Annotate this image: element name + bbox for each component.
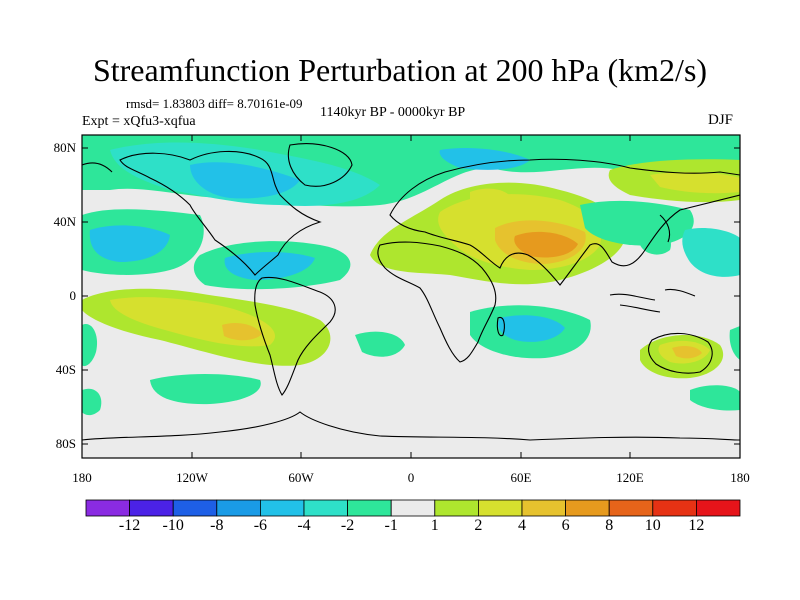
- coast-south-america: [254, 276, 336, 396]
- colorbar-label: -8: [210, 517, 224, 534]
- coastlines: [82, 143, 740, 441]
- colorbar-swatch: [434, 499, 479, 517]
- axis-ticks: [82, 135, 740, 458]
- colorbar-label: -4: [297, 517, 311, 534]
- lon-label-180e: 180: [730, 470, 750, 485]
- colorbar: [85, 499, 741, 517]
- coast-australia: [647, 332, 713, 374]
- contour-na-neg2: [190, 162, 300, 199]
- coast-eurasia: [389, 158, 740, 286]
- lon-label-180w: 180: [72, 470, 92, 485]
- contour-sw-neg2: [82, 388, 102, 416]
- contour-sw-neg1: [82, 324, 98, 367]
- colorbar-label: -2: [340, 517, 355, 534]
- contour-satl-neg: [355, 331, 405, 357]
- lon-label-60w: 60W: [288, 470, 314, 485]
- lat-label-40n: 40N: [53, 214, 76, 229]
- colorbar-swatch: [303, 499, 348, 517]
- colorbar-label: -12: [118, 517, 141, 534]
- colorbar-label: 6: [561, 517, 570, 534]
- contour-carib-neg2: [224, 252, 315, 280]
- contour-pac-cyan: [640, 228, 671, 255]
- colorbar-swatch: [390, 499, 436, 517]
- contour-wpac-neg2: [89, 225, 170, 262]
- contour-fields: [82, 135, 740, 416]
- plot-title: Streamfunction Perturbation at 200 hPa (…: [92, 52, 708, 88]
- coast-madagascar: [496, 316, 505, 337]
- colorbar-swatch: [652, 499, 697, 517]
- contour-seast-neg2: [729, 326, 740, 360]
- coast-north-america: [119, 150, 322, 276]
- colorbar-swatch: [696, 499, 741, 517]
- colorbar-swatch: [216, 499, 261, 517]
- lon-label-120e: 120E: [616, 470, 644, 485]
- lon-label-0: 0: [407, 470, 415, 485]
- colorbar-swatch: [172, 499, 218, 517]
- coast-ne-siberia: [82, 162, 113, 173]
- colorbar-swatch: [347, 499, 392, 517]
- colorbar-label: 2: [474, 517, 483, 534]
- colorbar-swatch: [477, 499, 523, 517]
- colorbar-swatch: [565, 499, 610, 517]
- coast-greenland: [287, 143, 353, 187]
- coast-africa: [377, 241, 497, 363]
- contour-aus-pos3: [672, 345, 702, 359]
- contour-epac-neg2: [682, 227, 740, 277]
- lon-label-60e: 60E: [510, 470, 532, 485]
- coast-indonesia: [609, 288, 696, 313]
- contour-sw-neg3: [150, 374, 261, 405]
- colorbar-label: 12: [688, 517, 705, 534]
- colorbar-label: -6: [253, 517, 268, 534]
- colorbar-label: 10: [644, 517, 661, 534]
- coast-japan: [659, 214, 671, 243]
- colorbar-label: 1: [430, 517, 439, 534]
- lon-label-120w: 120W: [176, 470, 208, 485]
- season-label: DJF: [708, 112, 734, 128]
- lat-label-80s: 80S: [55, 436, 76, 451]
- colorbar-swatch: [608, 499, 654, 517]
- contour-sindian-neg2: [498, 315, 565, 342]
- stats-line: rmsd= 1.83803 diff= 8.70161e-09: [126, 96, 303, 111]
- colorbar-swatch: [85, 499, 130, 517]
- contour-npac-pos2: [650, 172, 740, 194]
- contour-europe-pos: [470, 188, 512, 205]
- contour-atl-neg: [439, 148, 530, 170]
- contour-asia-pos4: [514, 231, 578, 258]
- contour-spac-pos3: [222, 323, 262, 341]
- colorbar-label: -1: [384, 517, 398, 534]
- coast-antarctica: [82, 411, 740, 441]
- lat-label-40s: 40S: [55, 362, 76, 377]
- colorbar-swatch: [521, 499, 566, 517]
- contour-seast-neg: [690, 385, 740, 411]
- colorbar-label: 4: [518, 517, 526, 534]
- colorbar-label: -10: [162, 517, 184, 534]
- colorbar-label: 8: [605, 517, 614, 534]
- lat-label-80n: 80N: [53, 140, 76, 155]
- colorbar-swatch: [259, 499, 305, 517]
- period-label: 1140kyr BP - 0000kyr BP: [320, 105, 466, 120]
- colorbar-swatch: [129, 499, 174, 517]
- experiment-label: Expt = xQfu3-xqfua: [82, 114, 196, 129]
- lat-label-0: 0: [69, 288, 77, 303]
